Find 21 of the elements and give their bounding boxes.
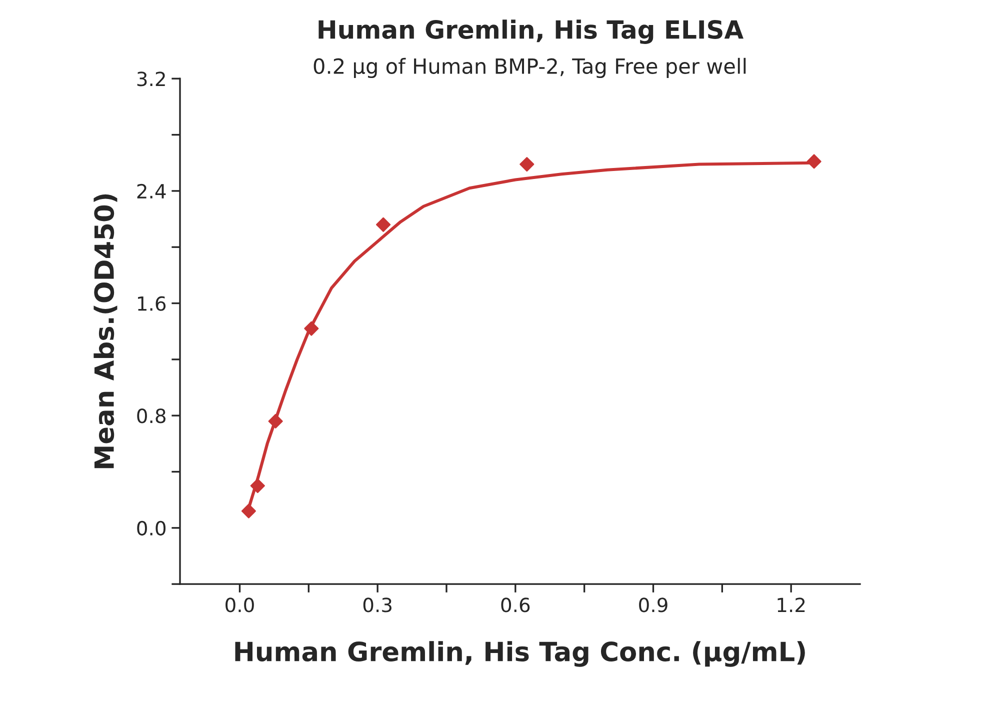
- y-axis-title: Mean Abs.(OD450): [94, 194, 118, 468]
- x-axis-title: Human Gremlin, His Tag Conc. (µg/mL): [235, 641, 805, 667]
- chart-subtitle: 0.2 µg of Human BMP-2, Tag Free per well: [314, 58, 746, 78]
- y-tick-label: 0.8: [137, 408, 166, 424]
- x-tick-label: 0.9: [639, 598, 668, 612]
- x-tick-label: 0.0: [226, 598, 254, 612]
- point: [268, 414, 283, 428]
- point: [241, 504, 256, 518]
- x-tick-label: 0.6: [501, 598, 530, 612]
- y-tick-label: 3.2: [137, 72, 165, 86]
- y-tick-label: 0.0: [137, 520, 166, 536]
- point: [250, 478, 265, 494]
- point: [304, 321, 319, 336]
- x-tick-label: 0.3: [363, 598, 392, 612]
- point: [376, 217, 391, 232]
- y-tick-label: 2.4: [137, 184, 166, 198]
- chart-title: Human Gremlin, His Tag ELISA: [318, 20, 744, 44]
- y-tick-label: 1.6: [138, 296, 166, 311]
- point: [520, 156, 534, 172]
- point: [806, 154, 822, 169]
- x-tick-label: 1.2: [778, 598, 805, 612]
